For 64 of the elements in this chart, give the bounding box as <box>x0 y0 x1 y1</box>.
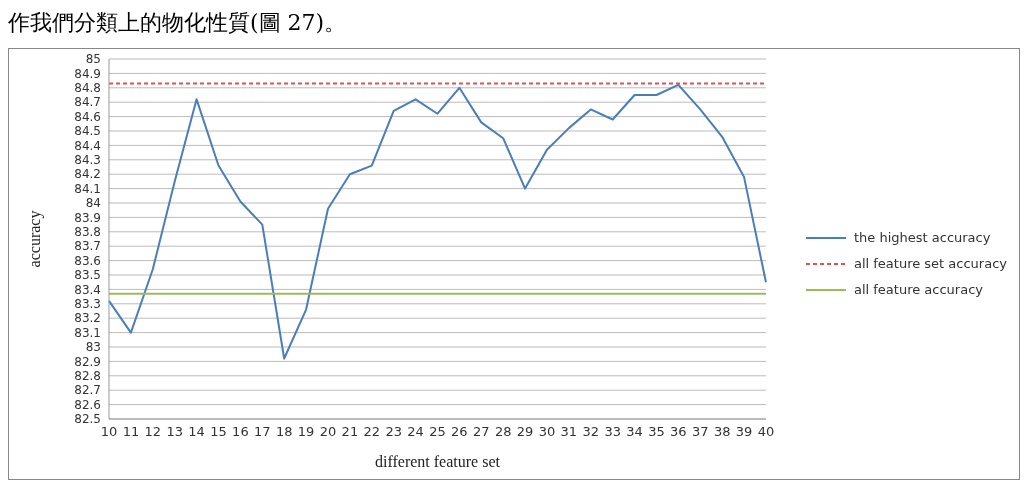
x-tick-label: 32 <box>582 424 600 440</box>
x-tick-label: 30 <box>538 424 556 440</box>
y-tick-label: 83.2 <box>74 311 101 326</box>
y-tick-label: 83.6 <box>74 253 101 268</box>
text: 作我們分類上的物化性質(圖 27)。 <box>8 9 348 37</box>
x-tick-label: 22 <box>363 424 381 440</box>
y-tick-label: 83.8 <box>74 225 101 240</box>
x-tick-label: 23 <box>385 424 402 440</box>
x-axis-title: different feature set <box>374 453 501 470</box>
x-tick-label: 28 <box>494 424 512 440</box>
x-tick-label: 16 <box>232 424 249 440</box>
y-tick-label: 83.1 <box>74 325 101 340</box>
x-tick-label: 26 <box>451 424 468 440</box>
x-tick-label: 36 <box>670 424 687 440</box>
x-tick-label: 10 <box>100 424 118 440</box>
x-tick-label: 29 <box>516 424 534 440</box>
x-tick-label: 20 <box>319 424 337 440</box>
legend-label: all feature accuracy <box>853 281 983 299</box>
y-tick-label: 84.6 <box>74 109 101 124</box>
x-tick-label: 39 <box>735 424 753 440</box>
y-tick-label: 83.7 <box>74 239 101 254</box>
y-tick-label: 84.8 <box>74 81 101 96</box>
x-tick-label: 12 <box>144 424 162 440</box>
x-tick-label: 40 <box>757 424 775 440</box>
y-axis-title: accuracy <box>25 210 44 268</box>
x-tick-label: 35 <box>648 424 665 440</box>
x-tick-label: 37 <box>691 424 709 440</box>
y-tick-label: 83 <box>85 340 101 355</box>
x-tick-label: 27 <box>473 424 490 440</box>
x-tick-label: 24 <box>407 424 424 440</box>
y-tick-label: 84.1 <box>74 181 101 196</box>
x-tick-label: 13 <box>166 424 183 440</box>
y-tick-label: 84.4 <box>74 138 101 153</box>
y-tick-label: 84 <box>85 196 101 211</box>
x-tick-label: 31 <box>560 424 578 440</box>
y-tick-label: 83.9 <box>74 210 101 225</box>
y-tick-label: 84.2 <box>74 167 101 182</box>
x-tick-label: 34 <box>626 424 643 440</box>
y-tick-label: 83.4 <box>74 282 101 297</box>
x-tick-label: 17 <box>254 424 271 440</box>
x-tick-label: 11 <box>122 424 140 440</box>
line-series <box>108 83 767 360</box>
y-tick-label: 84.9 <box>74 66 101 81</box>
x-tick-label: 21 <box>341 424 359 440</box>
legend-label: the highest accuracy <box>853 229 991 247</box>
y-tick-label: 82.7 <box>74 383 101 398</box>
y-tick-label: 82.5 <box>74 412 101 427</box>
y-tick-label: 82.8 <box>74 369 101 384</box>
y-tick-label: 84.5 <box>74 124 101 139</box>
x-tick-label: 15 <box>210 424 227 440</box>
y-tick-label: 85 <box>85 52 101 67</box>
x-tick-label: 25 <box>429 424 446 440</box>
y-tick-label: 83.3 <box>74 297 101 312</box>
x-tick-label: 14 <box>188 424 205 440</box>
y-tick-label: 83.5 <box>74 268 101 283</box>
y-tick-label: 82.6 <box>74 397 101 412</box>
y-tick-label: 84.7 <box>74 95 101 110</box>
x-tick-label: 38 <box>713 424 731 440</box>
y-tick-label: 84.3 <box>74 153 101 168</box>
x-tick-label: 33 <box>604 424 621 440</box>
x-tick-label: 18 <box>275 424 293 440</box>
legend-label: all feature set accuracy <box>853 255 1007 273</box>
x-tick-label: 19 <box>297 424 315 440</box>
y-tick-label: 82.9 <box>74 354 101 369</box>
